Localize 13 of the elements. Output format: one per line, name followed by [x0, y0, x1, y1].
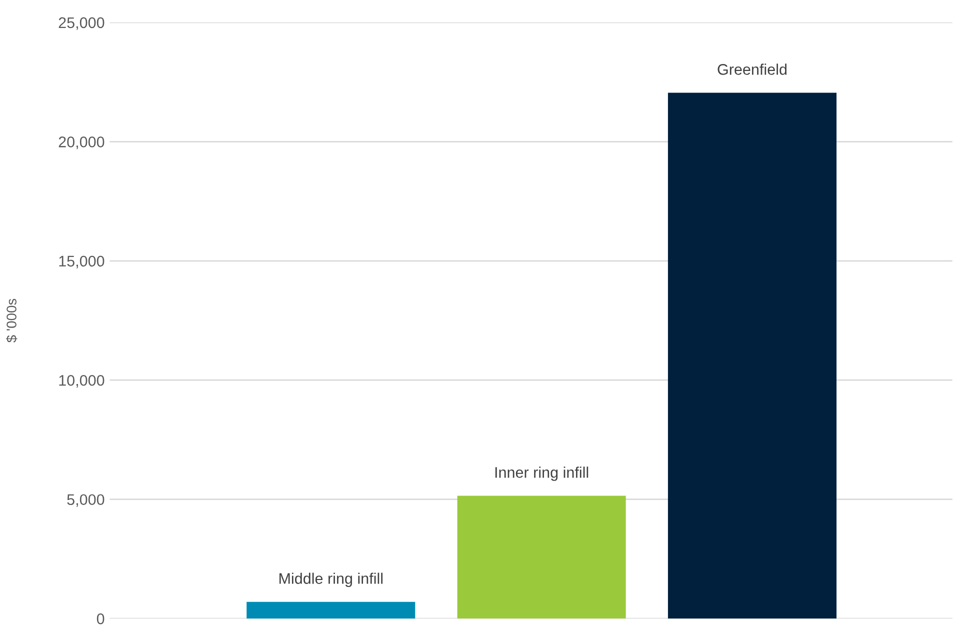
- x-tick-label: Inner ring infill: [495, 466, 588, 481]
- y-axis-title: $ '000s: [6, 298, 18, 343]
- y-tick-label: 10,000: [59, 374, 104, 388]
- y-tick-label: 20,000: [58, 136, 104, 150]
- bar: [668, 92, 837, 619]
- x-tick-label: Middle ring infill: [279, 572, 383, 587]
- y-tick-label: 5,000: [67, 494, 104, 507]
- y-tick-label: 15,000: [59, 256, 104, 268]
- x-tick-label: Greenfield: [718, 64, 786, 75]
- bar: [246, 602, 416, 619]
- y-tick-label: 25,000: [58, 17, 104, 30]
- y-tick-label: 0: [96, 613, 104, 624]
- bar: [457, 496, 626, 619]
